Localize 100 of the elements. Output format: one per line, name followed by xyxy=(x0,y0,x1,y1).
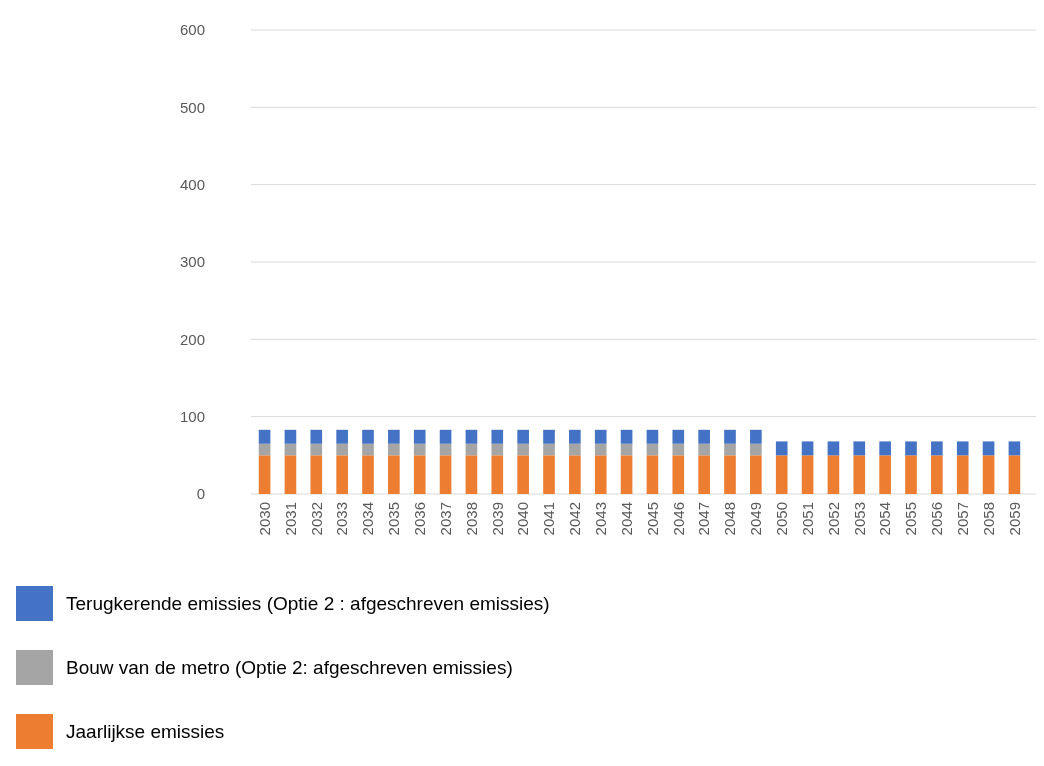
bar xyxy=(491,455,504,494)
x-tick-label: 2032 xyxy=(307,502,325,536)
bar xyxy=(698,429,710,444)
bar xyxy=(336,429,348,444)
x-tick-label: 2049 xyxy=(747,502,765,536)
bar xyxy=(620,455,633,494)
bar xyxy=(827,441,840,456)
bar xyxy=(413,443,426,456)
bar xyxy=(569,429,581,444)
bar xyxy=(284,429,297,444)
bar xyxy=(1008,441,1021,456)
bar xyxy=(465,443,478,456)
x-tick-label: 2056 xyxy=(928,502,946,536)
bar xyxy=(336,455,348,494)
y-tick-label: 300 xyxy=(179,253,205,271)
bar xyxy=(517,429,529,444)
bar xyxy=(413,429,426,444)
bar xyxy=(569,443,581,456)
bar xyxy=(801,441,814,456)
y-tick-label: 400 xyxy=(179,175,205,193)
bar xyxy=(310,455,323,494)
bar xyxy=(284,443,297,456)
bar xyxy=(827,455,840,494)
bar xyxy=(439,455,452,494)
bar xyxy=(982,441,995,456)
bar xyxy=(905,441,917,456)
bar xyxy=(517,455,529,494)
bar xyxy=(801,455,814,494)
x-tick-label: 2059 xyxy=(1005,502,1023,536)
bar xyxy=(543,455,555,494)
bar xyxy=(698,455,710,494)
bar xyxy=(698,443,710,456)
bar xyxy=(750,443,762,456)
bar xyxy=(672,443,685,456)
x-tick-label: 2043 xyxy=(591,502,609,536)
bar xyxy=(569,455,581,494)
bar xyxy=(439,443,452,456)
bar xyxy=(258,455,271,494)
x-tick-label: 2033 xyxy=(333,502,351,536)
bar xyxy=(465,455,478,494)
bar xyxy=(491,429,504,444)
x-tick-label: 2039 xyxy=(488,502,506,536)
bar xyxy=(258,429,271,444)
bar xyxy=(646,455,659,494)
bar xyxy=(543,429,555,444)
x-tick-label: 2051 xyxy=(798,502,816,536)
bar xyxy=(724,443,736,456)
bar xyxy=(879,441,891,456)
bar xyxy=(336,443,348,456)
bar xyxy=(310,443,323,456)
bar xyxy=(956,441,969,456)
bar xyxy=(1008,455,1021,494)
bar xyxy=(594,455,607,494)
bar xyxy=(724,429,736,444)
bar xyxy=(594,443,607,456)
x-tick-label: 2048 xyxy=(721,502,739,536)
x-tick-label: 2038 xyxy=(462,502,480,536)
x-tick-label: 2045 xyxy=(643,502,661,536)
y-tick-label: 600 xyxy=(179,21,205,39)
x-tick-label: 2035 xyxy=(385,502,403,536)
bar xyxy=(491,443,504,456)
bar xyxy=(724,455,736,494)
bar xyxy=(982,455,995,494)
bar xyxy=(620,443,633,456)
bar xyxy=(672,455,685,494)
bar xyxy=(413,455,426,494)
bar xyxy=(646,443,659,456)
y-tick-label: 0 xyxy=(196,485,205,503)
legend-label: Terugkerende emissies (Optie 2 : afgeschreven emissies) xyxy=(66,593,550,614)
bar xyxy=(310,429,323,444)
x-tick-label: 2050 xyxy=(772,502,790,536)
bar xyxy=(543,443,555,456)
bar xyxy=(956,455,969,494)
bar xyxy=(439,429,452,444)
legend-label: Bouw van de metro (Optie 2: afgeschreven emissies) xyxy=(66,657,513,678)
x-tick-label: 2037 xyxy=(436,502,454,536)
bar xyxy=(465,429,478,444)
bar xyxy=(620,429,633,444)
x-tick-label: 2040 xyxy=(514,502,532,536)
bar xyxy=(594,429,607,444)
bar xyxy=(646,429,659,444)
x-tick-label: 2057 xyxy=(953,502,971,536)
bar xyxy=(853,441,866,456)
bar xyxy=(672,429,685,444)
legend-label: Jaarlijkse emissies xyxy=(66,721,225,742)
x-tick-label: 2034 xyxy=(359,502,377,536)
bar xyxy=(284,455,297,494)
y-tick-label: 500 xyxy=(179,98,205,116)
x-tick-label: 2055 xyxy=(902,502,920,536)
bar xyxy=(362,429,374,444)
x-tick-label: 2042 xyxy=(566,502,584,536)
x-tick-label: 2044 xyxy=(617,502,635,536)
bar xyxy=(517,443,529,456)
x-tick-label: 2058 xyxy=(979,502,997,536)
bar xyxy=(750,455,762,494)
x-tick-label: 2036 xyxy=(410,502,428,536)
bar xyxy=(879,455,891,494)
x-tick-label: 2041 xyxy=(540,502,558,536)
bar xyxy=(388,443,400,456)
bar xyxy=(362,443,374,456)
